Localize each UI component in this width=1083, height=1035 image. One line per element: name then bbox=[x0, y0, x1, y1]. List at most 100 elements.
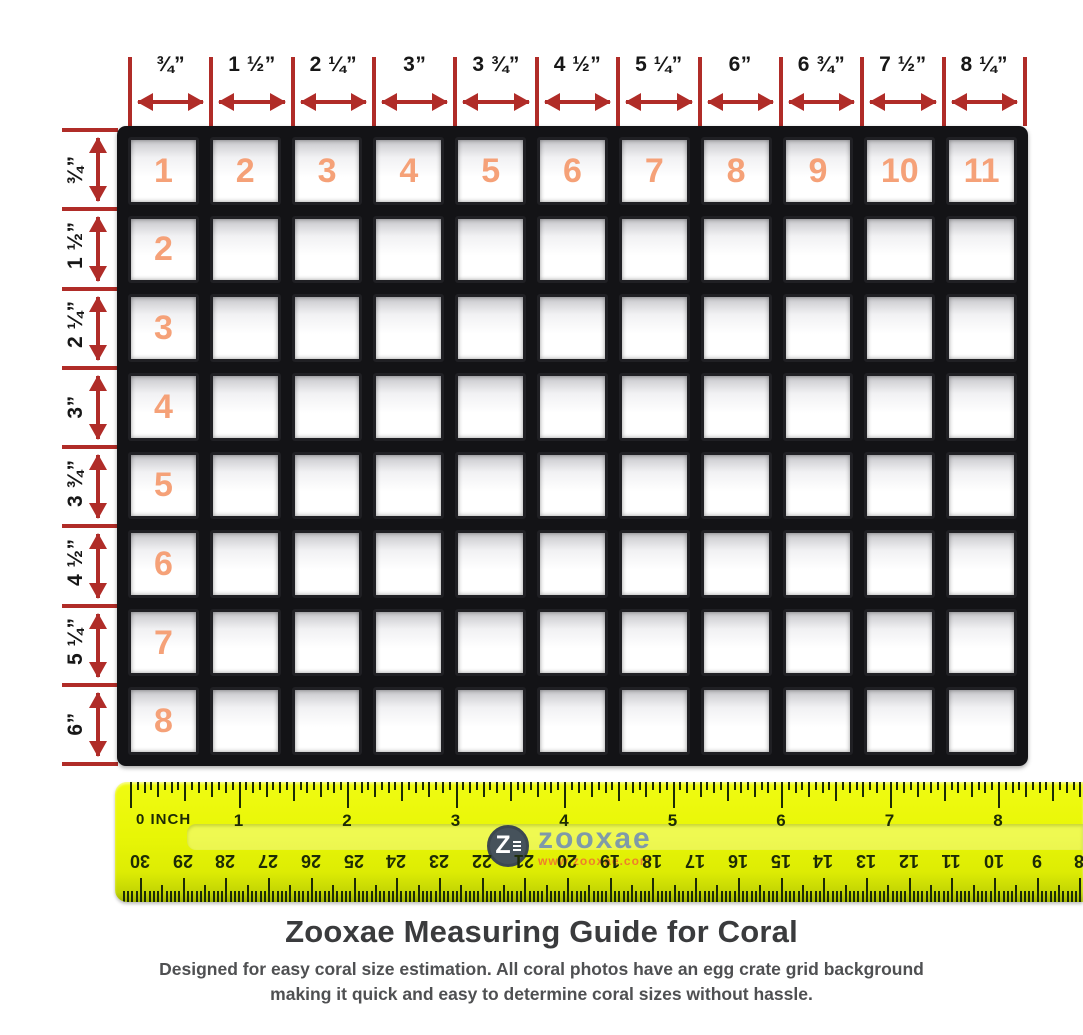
mm-tick bbox=[127, 891, 129, 902]
mm-tick bbox=[763, 891, 765, 902]
mm-tick bbox=[716, 885, 718, 902]
grid-cell-number: 4 bbox=[399, 154, 418, 188]
mm-tick bbox=[418, 885, 420, 902]
mm-tick bbox=[998, 891, 1000, 902]
cm-number: 20 bbox=[557, 850, 577, 871]
grid-cell bbox=[619, 373, 690, 441]
inch-tick bbox=[530, 782, 532, 790]
grid-cell-number: 7 bbox=[154, 626, 173, 660]
mm-tick bbox=[682, 891, 684, 902]
left-scale-label: 6” bbox=[64, 704, 88, 744]
left-scale-segment: 4 ½” bbox=[62, 524, 118, 603]
inch-tick bbox=[706, 782, 708, 790]
mm-tick bbox=[396, 878, 398, 902]
inch-tick bbox=[245, 782, 247, 790]
left-scale-segment: 5 ¼” bbox=[62, 604, 118, 683]
mm-tick bbox=[605, 891, 607, 902]
inch-tick bbox=[327, 782, 329, 790]
mm-tick bbox=[597, 891, 599, 902]
mm-tick bbox=[520, 891, 522, 902]
mm-tick bbox=[699, 891, 701, 902]
mm-tick bbox=[853, 891, 855, 902]
inch-tick bbox=[401, 782, 403, 801]
inch-tick bbox=[157, 782, 159, 797]
mm-tick bbox=[938, 891, 940, 902]
top-scale-segment: 5 ¼” bbox=[616, 57, 697, 126]
inch-tick bbox=[564, 782, 566, 808]
grid-cell: 7 bbox=[128, 609, 199, 677]
inch-tick bbox=[673, 782, 675, 808]
inch-tick bbox=[666, 782, 668, 790]
mm-tick bbox=[661, 891, 663, 902]
grid-cell: 8 bbox=[701, 137, 772, 205]
inch-tick bbox=[998, 782, 1000, 808]
mm-tick bbox=[742, 891, 744, 902]
inch-tick bbox=[781, 782, 783, 808]
mm-tick bbox=[443, 891, 445, 902]
inch-tick bbox=[266, 782, 268, 797]
mm-tick bbox=[823, 878, 825, 902]
grid-cell bbox=[864, 687, 935, 755]
inch-tick bbox=[456, 782, 458, 808]
mm-tick bbox=[430, 891, 432, 902]
grid-cell bbox=[210, 530, 281, 598]
inch-tick bbox=[510, 782, 512, 801]
mm-tick bbox=[793, 891, 795, 902]
top-scale-segment: ¾” bbox=[128, 57, 209, 126]
top-scale-label: 8 ¼” bbox=[946, 53, 1023, 77]
inch-tick bbox=[489, 782, 491, 790]
inch-tick bbox=[184, 782, 186, 801]
grid-cell bbox=[783, 452, 854, 520]
mm-tick bbox=[567, 878, 569, 902]
grid-cell bbox=[946, 452, 1017, 520]
inch-tick bbox=[571, 782, 573, 790]
mm-tick bbox=[806, 891, 808, 902]
mm-tick bbox=[123, 891, 125, 902]
cm-number: 29 bbox=[173, 850, 193, 871]
mm-tick bbox=[379, 891, 381, 902]
mm-tick bbox=[1067, 891, 1069, 902]
cm-number: 27 bbox=[258, 850, 278, 871]
inch-tick bbox=[537, 782, 539, 797]
inch-tick bbox=[693, 782, 695, 790]
mm-tick bbox=[759, 885, 761, 902]
mm-tick bbox=[648, 891, 650, 902]
inch-tick bbox=[618, 782, 620, 801]
mm-tick bbox=[768, 891, 770, 902]
inch-tick bbox=[150, 782, 152, 790]
mm-tick bbox=[345, 891, 347, 902]
mm-tick bbox=[452, 891, 454, 902]
mm-tick bbox=[990, 891, 992, 902]
inch-number: 6 bbox=[776, 811, 785, 831]
cm-number: 25 bbox=[343, 850, 363, 871]
grid-cell bbox=[701, 373, 772, 441]
grid-cell: 4 bbox=[128, 373, 199, 441]
inch-tick bbox=[788, 782, 790, 790]
mm-tick bbox=[1003, 891, 1005, 902]
inch-tick bbox=[964, 782, 966, 790]
mm-tick bbox=[242, 891, 244, 902]
mm-tick bbox=[405, 891, 407, 902]
grid-cell bbox=[210, 294, 281, 362]
mm-tick bbox=[755, 891, 757, 902]
mm-tick bbox=[1062, 891, 1064, 902]
cm-number: 21 bbox=[514, 850, 534, 871]
mm-tick bbox=[836, 891, 838, 902]
inch-tick bbox=[815, 782, 817, 790]
grid-cell bbox=[455, 530, 526, 598]
mm-tick bbox=[900, 891, 902, 902]
inch-tick bbox=[225, 782, 227, 793]
left-scale-label: 3 ¾” bbox=[64, 467, 88, 507]
mm-tick bbox=[691, 891, 693, 902]
mm-tick bbox=[225, 878, 227, 902]
inch-tick bbox=[795, 782, 797, 793]
horizontal-measure-arrow bbox=[219, 100, 284, 104]
grid-cell bbox=[537, 452, 608, 520]
mm-tick bbox=[341, 891, 343, 902]
horizontal-measure-arrow bbox=[952, 100, 1017, 104]
top-scale-segment: 1 ½” bbox=[209, 57, 290, 126]
mm-tick bbox=[840, 891, 842, 902]
mm-tick bbox=[729, 891, 731, 902]
inch-tick bbox=[374, 782, 376, 797]
grid-cell bbox=[701, 609, 772, 677]
